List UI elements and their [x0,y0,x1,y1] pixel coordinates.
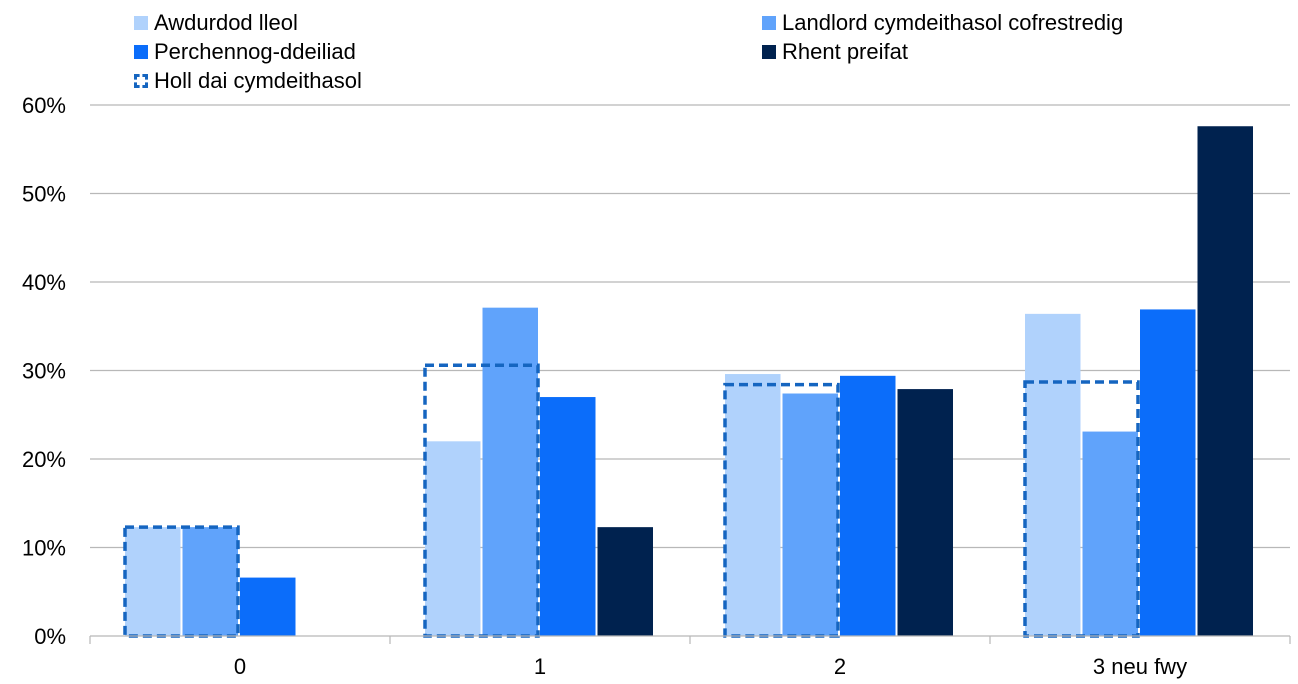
y-tick-label: 60% [22,93,66,118]
bar [425,441,481,636]
bar [725,374,781,636]
bar [540,397,596,636]
bar [482,307,538,636]
legend-swatch-awdurdod-lleol [134,16,148,30]
x-tick-label: 0 [234,654,246,679]
x-tick-label: 2 [834,654,846,679]
bar [1082,431,1138,636]
bars [125,126,1253,637]
bar [782,393,838,636]
axes [89,635,1291,644]
bar [1140,309,1196,636]
y-tick-label: 40% [22,270,66,295]
y-tick-label: 50% [22,182,66,207]
bar [125,527,181,636]
y-axis-tick-labels: 0% 10% 20% 30% 40% 50% 60% [22,93,66,649]
legend-label-holl-dai: Holl dai cymdeithasol [154,68,362,93]
y-tick-label: 30% [22,359,66,384]
y-tick-label: 0% [34,624,66,649]
legend-label-awdurdod-lleol: Awdurdod lleol [154,10,298,35]
y-tick-label: 10% [22,536,66,561]
bar [840,375,896,636]
legend-item-perchennog: Perchennog-ddeiliad [134,41,356,63]
legend-item-awdurdod-lleol: Awdurdod lleol [134,12,298,34]
bar [897,389,953,636]
bar [1025,313,1081,636]
bar [597,527,653,636]
bar [240,577,296,636]
legend-item-holl-dai: Holl dai cymdeithasol [134,70,362,92]
legend-swatch-rhent-preifat [762,45,776,59]
legend-swatch-landlord [762,16,776,30]
x-tick-label: 1 [534,654,546,679]
legend-swatch-perchennog [134,45,148,59]
legend-swatch-holl-dai [134,74,148,88]
outline-bar [123,525,240,638]
bar [182,527,238,636]
y-tick-label: 20% [22,447,66,472]
bar [1197,126,1253,637]
legend-label-rhent-preifat: Rhent preifat [782,39,908,64]
legend-item-rhent-preifat: Rhent preifat [762,41,908,63]
chart-legend: Awdurdod lleol Landlord cymdeithasol cof… [0,0,1298,100]
legend-item-landlord: Landlord cymdeithasol cofrestredig [762,12,1123,34]
x-axis-tick-labels: 0 1 2 3 neu fwy [234,654,1187,679]
legend-label-perchennog: Perchennog-ddeiliad [154,39,356,64]
x-tick-label: 3 neu fwy [1093,654,1187,679]
legend-label-landlord: Landlord cymdeithasol cofrestredig [782,10,1124,35]
